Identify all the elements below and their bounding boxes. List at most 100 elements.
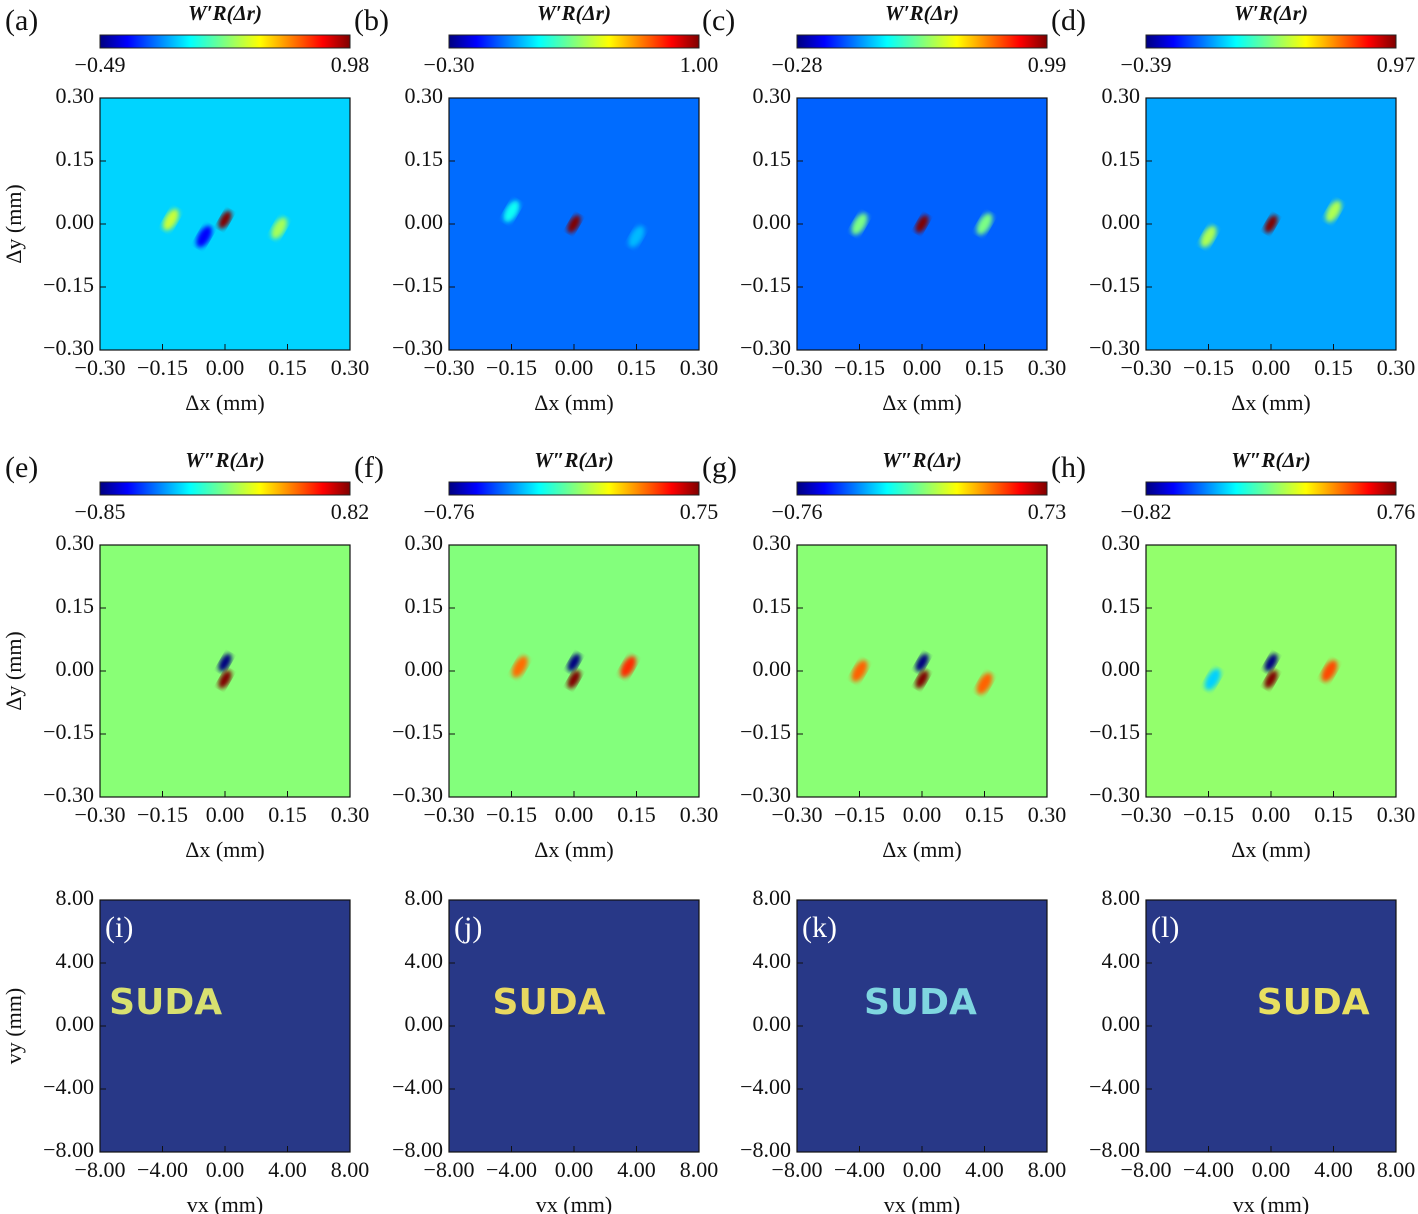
heatmap-features xyxy=(1204,653,1338,691)
x-axis-label: Δx (mm) xyxy=(882,390,962,415)
y-tick-label: 0.00 xyxy=(56,656,95,681)
x-tick-label: 0.00 xyxy=(206,802,245,827)
x-tick-label: 0.30 xyxy=(680,355,719,380)
y-tick-label: 0.30 xyxy=(56,83,95,108)
x-tick-label: 0.30 xyxy=(1377,355,1416,380)
panel: W″R(Δr) −0.82 0.76 −0.30 −0.15 0.00 0.15 0.30 −0… xyxy=(1051,448,1415,862)
y-tick-label: −8.00 xyxy=(740,1137,791,1162)
peak xyxy=(218,210,232,229)
y-tick-label: 8.00 xyxy=(405,885,444,910)
panel: W″R(Δr) −0.76 0.75 −0.30 −0.15 0.00 0.15 0.30 −0… xyxy=(354,448,718,862)
y-tick-label: 0.00 xyxy=(56,209,95,234)
colorbar-tick-label: −0.76 xyxy=(772,499,823,524)
panel: SUDA −8.00 −4.00 0.00 4.00 8.00 −8.00 −4.00 0.00… xyxy=(1089,885,1415,1214)
x-tick-label: −8.00 xyxy=(772,1157,823,1182)
colorbar-tick-label: 0.82 xyxy=(331,499,370,524)
x-tick-label: −0.30 xyxy=(1121,802,1172,827)
y-tick-label: 0.00 xyxy=(1102,656,1141,681)
x-tick-label: 0.00 xyxy=(555,355,594,380)
peak xyxy=(620,655,637,678)
x-tick-label: −0.15 xyxy=(1183,802,1234,827)
annotation: SUDA xyxy=(109,982,222,1023)
peak xyxy=(1264,670,1278,689)
x-tick-label: 0.30 xyxy=(331,802,370,827)
x-tick-label: −0.30 xyxy=(424,355,475,380)
y-tick-label: 0.30 xyxy=(1102,83,1141,108)
y-tick-label: 0.00 xyxy=(405,1011,444,1036)
y-tick-label: 0.30 xyxy=(753,83,792,108)
x-axis-label: Δx (mm) xyxy=(882,837,962,862)
x-tick-label: 0.00 xyxy=(555,1157,594,1182)
colorbar xyxy=(448,34,700,49)
y-tick-label: 0.15 xyxy=(405,146,444,171)
y-tick-label: 0.15 xyxy=(1102,146,1141,171)
y-tick-label: −0.30 xyxy=(392,782,443,807)
y-tick-label: −0.30 xyxy=(740,335,791,360)
colorbar xyxy=(99,34,351,49)
peak xyxy=(915,214,929,234)
x-tick-label: 4.00 xyxy=(1314,1157,1353,1182)
y-tick-label: 8.00 xyxy=(753,885,792,910)
y-tick-label: 0.30 xyxy=(1102,530,1141,555)
y-tick-label: −0.15 xyxy=(43,719,94,744)
peak xyxy=(567,214,581,234)
peak xyxy=(1204,668,1221,691)
panel-label: (d) xyxy=(1051,4,1086,37)
y-tick-label: −0.15 xyxy=(1089,719,1140,744)
colorbar-label: W″R(Δr) xyxy=(1231,448,1311,472)
panel-label: (a) xyxy=(5,4,38,37)
y-tick-label: −4.00 xyxy=(392,1074,443,1099)
colorbar-tick-label: −0.76 xyxy=(424,499,475,524)
y-tick-label: 0.00 xyxy=(405,209,444,234)
x-tick-label: 0.00 xyxy=(1252,1157,1291,1182)
x-axis-label: vx (mm) xyxy=(536,1192,612,1214)
y-tick-label: −0.30 xyxy=(1089,335,1140,360)
heatmap-features xyxy=(218,653,232,689)
panel: SUDA −8.00 −4.00 0.00 4.00 8.00 −8.00 −4.00 0.00… xyxy=(392,885,718,1214)
x-tick-label: 8.00 xyxy=(680,1157,719,1182)
x-tick-label: 8.00 xyxy=(1377,1157,1416,1182)
peak xyxy=(1264,653,1278,672)
panel-label: (h) xyxy=(1051,451,1086,484)
panel: W′R(Δr) −0.30 1.00 −0.30 −0.15 0.00 0.15 0.30 −0… xyxy=(354,1,718,415)
x-tick-label: −8.00 xyxy=(1121,1157,1172,1182)
x-tick-label: 0.00 xyxy=(1252,355,1291,380)
y-tick-label: 0.30 xyxy=(405,83,444,108)
y-tick-label: −8.00 xyxy=(392,1137,443,1162)
heatmap-features xyxy=(162,208,288,248)
x-tick-label: 0.15 xyxy=(1314,355,1353,380)
colorbar-label: W″R(Δr) xyxy=(534,448,614,472)
heatmap-background xyxy=(797,900,1047,1152)
panel-label: (l) xyxy=(1151,911,1179,944)
x-tick-label: −0.30 xyxy=(772,802,823,827)
y-tick-label: −8.00 xyxy=(1089,1137,1140,1162)
colorbar-tick-label: 0.99 xyxy=(1028,52,1067,77)
x-tick-label: 0.00 xyxy=(206,355,245,380)
panel: SUDA −8.00 −4.00 0.00 4.00 8.00 −8.00 −4.00 0.00… xyxy=(740,885,1066,1214)
peak xyxy=(162,208,179,231)
y-tick-label: −0.15 xyxy=(740,272,791,297)
colorbar-tick-label: −0.39 xyxy=(1121,52,1172,77)
heatmap-features xyxy=(1200,200,1342,248)
peak xyxy=(503,200,520,223)
panel-label: (g) xyxy=(702,451,737,484)
y-tick-label: −4.00 xyxy=(740,1074,791,1099)
x-axis-label: Δx (mm) xyxy=(534,390,614,415)
y-tick-label: 0.30 xyxy=(753,530,792,555)
colorbar-tick-label: 0.76 xyxy=(1377,499,1416,524)
y-tick-label: −0.30 xyxy=(43,782,94,807)
peak xyxy=(976,672,993,695)
x-tick-label: −4.00 xyxy=(486,1157,537,1182)
panel-label: (e) xyxy=(5,451,38,484)
colorbar-tick-label: 0.73 xyxy=(1028,499,1067,524)
peak xyxy=(567,670,581,689)
x-axis-label: Δx (mm) xyxy=(1231,837,1311,862)
y-tick-label: −4.00 xyxy=(1089,1074,1140,1099)
x-tick-label: 0.00 xyxy=(1252,802,1291,827)
x-tick-label: 0.00 xyxy=(555,802,594,827)
x-tick-label: 0.00 xyxy=(903,802,942,827)
heatmap-features: SUDA xyxy=(864,982,977,1023)
x-tick-label: −4.00 xyxy=(834,1157,885,1182)
peak xyxy=(1321,660,1338,682)
x-axis-label: vx (mm) xyxy=(1233,1192,1309,1214)
